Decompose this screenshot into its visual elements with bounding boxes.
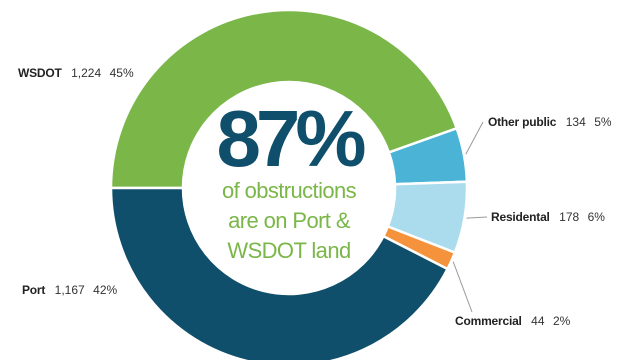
center-caption-line-3: WSDOT land	[227, 238, 350, 263]
leader-line-residental	[466, 216, 488, 219]
leader-lines	[452, 121, 488, 313]
slice-label-wsdot: WSDOT 1,224 45%	[18, 64, 134, 81]
slice-port	[109, 186, 450, 360]
slice-label-commercial: Commercial 44 2%	[455, 312, 571, 329]
slice-label-other-public: Other public 134 5%	[488, 113, 612, 130]
slice-label-port: Port 1,167 42%	[22, 281, 117, 298]
center-caption-line-1: of obstructions	[222, 178, 357, 203]
leader-line-other-public	[465, 121, 484, 155]
slice-wsdot	[109, 8, 459, 190]
donut-slices	[109, 8, 469, 360]
slice-label-residental: Residental 178 6%	[491, 208, 605, 225]
center-percentage: 87%	[216, 94, 365, 183]
center-caption-line-2: are on Port &	[228, 208, 351, 233]
leader-line-commercial	[452, 261, 473, 313]
